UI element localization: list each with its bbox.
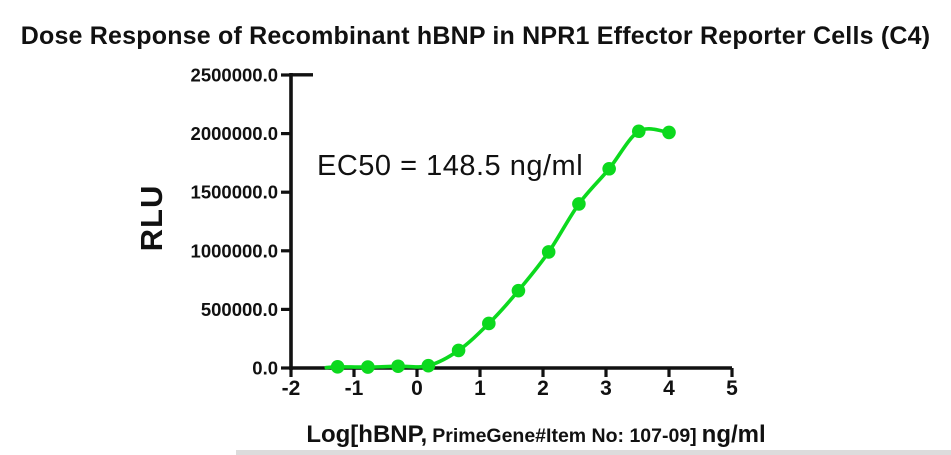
y-tick-label: 0.0 (252, 358, 278, 379)
data-point (511, 283, 526, 298)
x-tick-label: -2 (282, 377, 301, 400)
x-axis-label: Log[hBNP, PrimeGene#Item No: 107-09] ng/ml (120, 421, 951, 449)
x-axis-label-catalog: PrimeGene#Item No: 107-09] (432, 425, 697, 447)
data-point (421, 358, 436, 373)
data-point (662, 125, 676, 140)
data-point (451, 343, 466, 358)
x-tick-label: 3 (600, 377, 612, 400)
x-axis-label-prefix: Log[hBNP, (306, 421, 428, 448)
y-tick-label: 1000000.0 (191, 240, 278, 261)
data-point (602, 161, 616, 176)
data-point (330, 360, 345, 374)
data-point (361, 360, 375, 374)
data-point (631, 124, 646, 139)
x-tick-label: -1 (345, 377, 364, 400)
ec50-annotation: EC50 = 148.5 ng/ml (317, 150, 584, 182)
x-tick-label: 4 (663, 377, 675, 400)
data-point (572, 197, 586, 211)
y-tick-label: 1500000.0 (191, 182, 278, 203)
data-point (482, 316, 496, 331)
y-tick-label: 2000000.0 (191, 123, 278, 144)
y-axis-label: RLU (134, 184, 169, 252)
x-axis-label-units: ng/ml (701, 421, 766, 448)
x-tick-label: 0 (411, 377, 423, 400)
data-point (391, 359, 405, 374)
x-tick-label: 2 (537, 377, 549, 400)
x-tick-label: 5 (726, 377, 738, 400)
chart-title: Dose Response of Recombinant hBNP in NPR… (20, 22, 931, 50)
bottom-edge-artifact (236, 450, 951, 455)
data-point (541, 245, 556, 259)
x-tick-label: 1 (474, 377, 486, 400)
y-tick-label: 2500000.0 (191, 65, 278, 86)
y-tick-label: 500000.0 (201, 299, 278, 320)
